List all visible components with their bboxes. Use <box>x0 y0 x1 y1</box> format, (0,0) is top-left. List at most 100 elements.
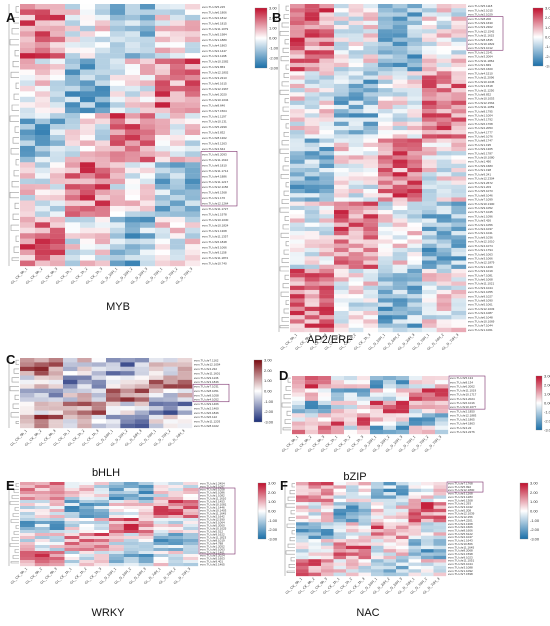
heatmap-cell <box>436 277 452 282</box>
heatmap-cell <box>183 533 199 537</box>
heatmap-cell <box>185 189 201 196</box>
heatmap-cell <box>346 532 359 536</box>
heatmap-cell <box>185 102 201 108</box>
heatmap-cell <box>94 533 110 537</box>
gene-label: evm.TU.chr9.1683 <box>468 164 493 168</box>
gene-label: evm.TU.chr9.241 <box>468 172 491 176</box>
heatmap-cell <box>49 515 65 519</box>
heatmap-cell <box>436 37 452 42</box>
heatmap-cell <box>185 233 201 239</box>
heatmap-cell <box>407 294 423 299</box>
heatmap-cell <box>65 91 81 97</box>
heatmap-cell <box>185 14 201 21</box>
heatmap-cell <box>334 71 349 76</box>
heatmap-cell <box>383 539 397 543</box>
heatmap-cell <box>110 222 126 228</box>
heatmap-cell <box>348 92 364 97</box>
heatmap-cell <box>134 388 150 394</box>
heatmap-cell <box>20 58 36 65</box>
heatmap-cell <box>363 37 379 42</box>
heatmap-cell <box>290 33 305 38</box>
heatmap-cell <box>49 530 65 534</box>
heatmap-cell <box>363 79 379 85</box>
gene-label: evm.TU.chr12.1802 <box>202 71 229 75</box>
heatmap-cell <box>407 315 423 320</box>
color-legend-bar <box>519 482 529 540</box>
heatmap-cell <box>49 554 65 558</box>
heatmap-cell <box>183 521 199 525</box>
heatmap-cell <box>421 545 434 550</box>
heatmap-cell <box>308 542 322 546</box>
heatmap-cell <box>407 226 423 232</box>
heatmap-cell <box>378 285 393 291</box>
gene-label: evm.TU.chr4.22 <box>450 426 472 430</box>
heatmap-cell <box>91 401 107 407</box>
heatmap-cell <box>34 482 50 486</box>
heatmap-cell <box>65 200 81 207</box>
heatmap-cell <box>290 226 305 232</box>
gene-label: evm.TU.chr11.1357 <box>202 234 228 238</box>
heatmap-cell <box>357 396 371 401</box>
heatmap-cell <box>363 54 379 59</box>
heatmap-cell <box>20 557 35 561</box>
heatmap-cell <box>95 151 111 157</box>
gene-label: evm.TU.chr2.1865 <box>450 418 475 422</box>
heatmap-cell <box>20 397 35 402</box>
heatmap-cell <box>20 506 35 510</box>
heatmap-cell <box>363 176 379 181</box>
heatmap-cell <box>358 502 372 506</box>
heatmap-cell <box>407 100 423 106</box>
heatmap-cell <box>436 294 452 299</box>
heatmap-cell <box>346 529 359 533</box>
heatmap-cell <box>65 173 81 179</box>
heatmap-cell <box>170 14 186 21</box>
heatmap-cell <box>153 542 169 546</box>
heatmap-cell <box>35 222 51 228</box>
heatmap-cell <box>321 552 334 557</box>
heatmap-cell <box>421 559 434 563</box>
heatmap-cell <box>304 130 320 135</box>
heatmap-cell <box>34 542 50 546</box>
heatmap-cell <box>319 281 335 286</box>
heatmap-cell <box>408 525 422 530</box>
heatmap-cell <box>422 25 437 30</box>
heatmap-cell <box>378 8 393 13</box>
heatmap-cell <box>109 512 124 516</box>
heatmap-cell <box>421 539 434 543</box>
heatmap-cell <box>170 113 186 119</box>
heatmap-cell <box>50 216 66 223</box>
heatmap-cell <box>436 4 452 9</box>
heatmap-cell <box>334 62 349 68</box>
heatmap-cell <box>65 118 81 125</box>
heatmap-cell <box>290 159 305 164</box>
heatmap-cell <box>177 384 193 389</box>
heatmap-cell <box>304 285 320 291</box>
gene-label: evm.TU.chr6.1068 <box>468 277 493 281</box>
gene-label: evm.TU.chr11.1019 <box>450 389 476 393</box>
heatmap-cell <box>334 117 349 122</box>
heatmap-cell <box>20 366 35 372</box>
heatmap-cell <box>170 173 186 179</box>
heatmap-cell <box>35 107 51 114</box>
heatmap-cell <box>451 289 467 295</box>
heatmap-cell <box>422 180 437 185</box>
heatmap-cell <box>20 515 35 519</box>
heatmap-cell <box>125 233 141 239</box>
gene-label: evm.TU.chr12.256 <box>448 515 473 519</box>
heatmap-cell <box>106 379 121 385</box>
heatmap-cell <box>451 92 467 97</box>
heatmap-cell <box>334 226 349 232</box>
heatmap-cell <box>296 555 309 560</box>
heatmap-cell <box>155 74 171 81</box>
heatmap-cell <box>170 255 186 261</box>
heatmap-cell <box>371 552 384 557</box>
heatmap-cell <box>125 58 141 65</box>
heatmap-cell <box>319 4 335 9</box>
heatmap-cell <box>363 29 379 34</box>
heatmap-cell <box>183 512 199 516</box>
heatmap-cell <box>80 260 96 267</box>
heatmap-cell <box>65 178 81 185</box>
heatmap-cell <box>396 508 409 513</box>
heatmap-cell <box>344 396 358 401</box>
heatmap-cell <box>106 401 121 407</box>
